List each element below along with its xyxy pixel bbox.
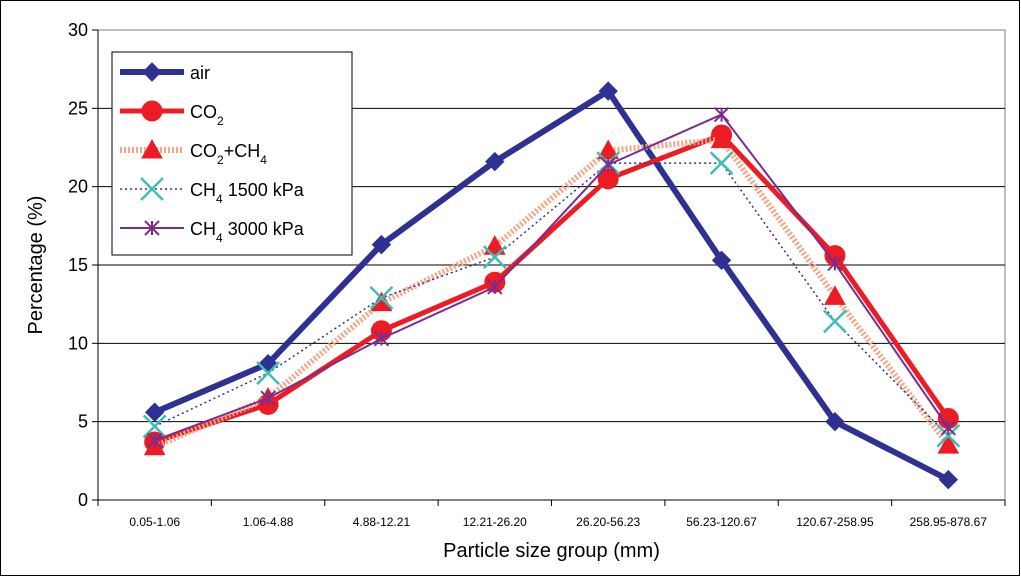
data-point-CH4 1500 kPa-6 <box>823 309 847 334</box>
x-axis-title: Particle size group (mm) <box>443 540 660 562</box>
legend-label-part: 4 <box>216 192 223 206</box>
legend-item-air: air <box>120 62 210 83</box>
data-point-CO2+CH4-7 <box>937 434 960 454</box>
legend-label-part: 2 <box>217 153 224 167</box>
y-axis-ticks: 0 5 10 15 20 25 30 <box>68 20 1005 510</box>
series-line-CH4 1500 kPa <box>154 162 949 437</box>
y-tick-label-30: 30 <box>68 20 88 40</box>
x-tick-label-120.67-258.95: 120.67-258.95 <box>796 515 874 529</box>
legend-marker-CO2+CH4 <box>141 138 163 159</box>
y-tick-label-20: 20 <box>68 177 88 197</box>
x-tick-label-26.20-56.23: 26.20-56.23 <box>576 515 640 529</box>
data-point-CH4 3000 kPa-0 <box>146 432 163 449</box>
series-line-CO2 <box>153 132 951 445</box>
legend-item-CO2+CH4: CO2+CH4 <box>120 138 267 167</box>
legend-label-part: CO <box>190 102 217 122</box>
y-tick-label-25: 25 <box>68 98 88 118</box>
x-tick-label-56.23-120.67: 56.23-120.67 <box>686 515 757 529</box>
legend-marker-CO2 <box>141 100 163 122</box>
x-tick-label-258.95-878.67: 258.95-878.67 <box>910 515 988 529</box>
legend-item-CO2: CO2 <box>120 100 224 128</box>
data-point-CH4 3000 kPa-6 <box>827 255 843 272</box>
legend-label-part: 4 <box>260 153 267 167</box>
data-point-CH4 1500 kPa-3 <box>482 245 507 270</box>
legend-label-part: +CH <box>224 141 261 161</box>
data-point-CH4 1500 kPa-7 <box>936 423 961 448</box>
y-tick-label-0: 0 <box>78 490 88 510</box>
data-point-air-6 <box>825 411 845 432</box>
series-line-CH4 3000 kPa <box>154 113 950 442</box>
y-tick-label-15: 15 <box>68 255 88 275</box>
legend-marker-CH4 1500 kPa <box>140 177 164 201</box>
legend-label-part: CH <box>190 219 216 239</box>
data-point-CO2+CH4-5 <box>710 128 733 149</box>
legend-label-part: CH <box>190 180 216 200</box>
x-tick-label-4.88-12.21: 4.88-12.21 <box>353 515 411 529</box>
legend-label-CO2+CH4: CO2+CH4 <box>190 141 267 167</box>
series-air <box>144 81 959 490</box>
data-point-CH4 1500 kPa-1 <box>256 361 280 385</box>
legend-label-part: 3000 kPa <box>223 219 305 239</box>
legend-marker-air <box>142 62 162 82</box>
legend-item-CH4 3000 kPa: CH4 3000 kPa <box>120 219 305 245</box>
x-tick-label-0.05-1.06: 0.05-1.06 <box>129 515 180 529</box>
x-tick-label-1.06-4.88: 1.06-4.88 <box>243 515 294 529</box>
y-axis-title: Percentage (%) <box>25 196 47 335</box>
data-point-air-5 <box>711 250 732 271</box>
legend-label-part: 2 <box>217 114 224 128</box>
data-point-CH4 3000 kPa-1 <box>260 390 276 406</box>
data-point-CH4 1500 kPa-5 <box>709 151 734 176</box>
y-tick-label-10: 10 <box>68 333 88 353</box>
data-point-CH4 1500 kPa-0 <box>142 414 167 439</box>
series-CH4 1500 kPa <box>142 151 961 448</box>
data-point-CH4 3000 kPa-3 <box>487 279 503 295</box>
legend-item-CH4 1500 kPa: CH4 1500 kPa <box>120 177 305 206</box>
data-point-air-4 <box>598 81 618 101</box>
y-tick-label-5: 5 <box>78 412 88 432</box>
series-line-CO2+CH4 <box>153 136 951 450</box>
data-point-air-7 <box>938 469 959 490</box>
x-tick-label-12.21-26.20: 12.21-26.20 <box>463 515 527 529</box>
data-point-CH4 3000 kPa-7 <box>940 420 957 436</box>
legend-label-part: 1500 kPa <box>223 180 305 200</box>
data-point-air-0 <box>144 402 165 422</box>
legend-label-part: CO <box>190 141 217 161</box>
series-CH4 3000 kPa <box>146 106 957 449</box>
legend-label-CH4 3000 kPa: CH4 3000 kPa <box>190 219 305 245</box>
legend-label-part: 4 <box>216 231 223 245</box>
series-group <box>142 81 961 490</box>
legend-label-CH4 1500 kPa: CH4 1500 kPa <box>190 180 305 206</box>
data-point-CO2+CH4-6 <box>824 285 846 305</box>
legend-label-part: air <box>190 63 210 83</box>
data-point-air-3 <box>485 151 505 172</box>
legend-marker-CH4 3000 kPa <box>144 220 160 236</box>
data-point-CH4 1500 kPa-2 <box>369 286 394 310</box>
data-point-CH4 3000 kPa-4 <box>600 157 616 173</box>
legend-label-CO2: CO2 <box>190 102 224 128</box>
x-axis-ticks: 0.05-1.06 1.06-4.88 4.88-12.21 12.21-26.20 2… <box>97 500 1006 529</box>
data-point-CH4 3000 kPa-5 <box>713 106 730 123</box>
data-point-CO2+CH4-3 <box>483 235 506 255</box>
legend-label-air: air <box>190 63 210 83</box>
series-line-air <box>153 88 950 483</box>
data-point-air-2 <box>371 234 392 255</box>
data-point-CH4 3000 kPa-2 <box>373 330 390 347</box>
